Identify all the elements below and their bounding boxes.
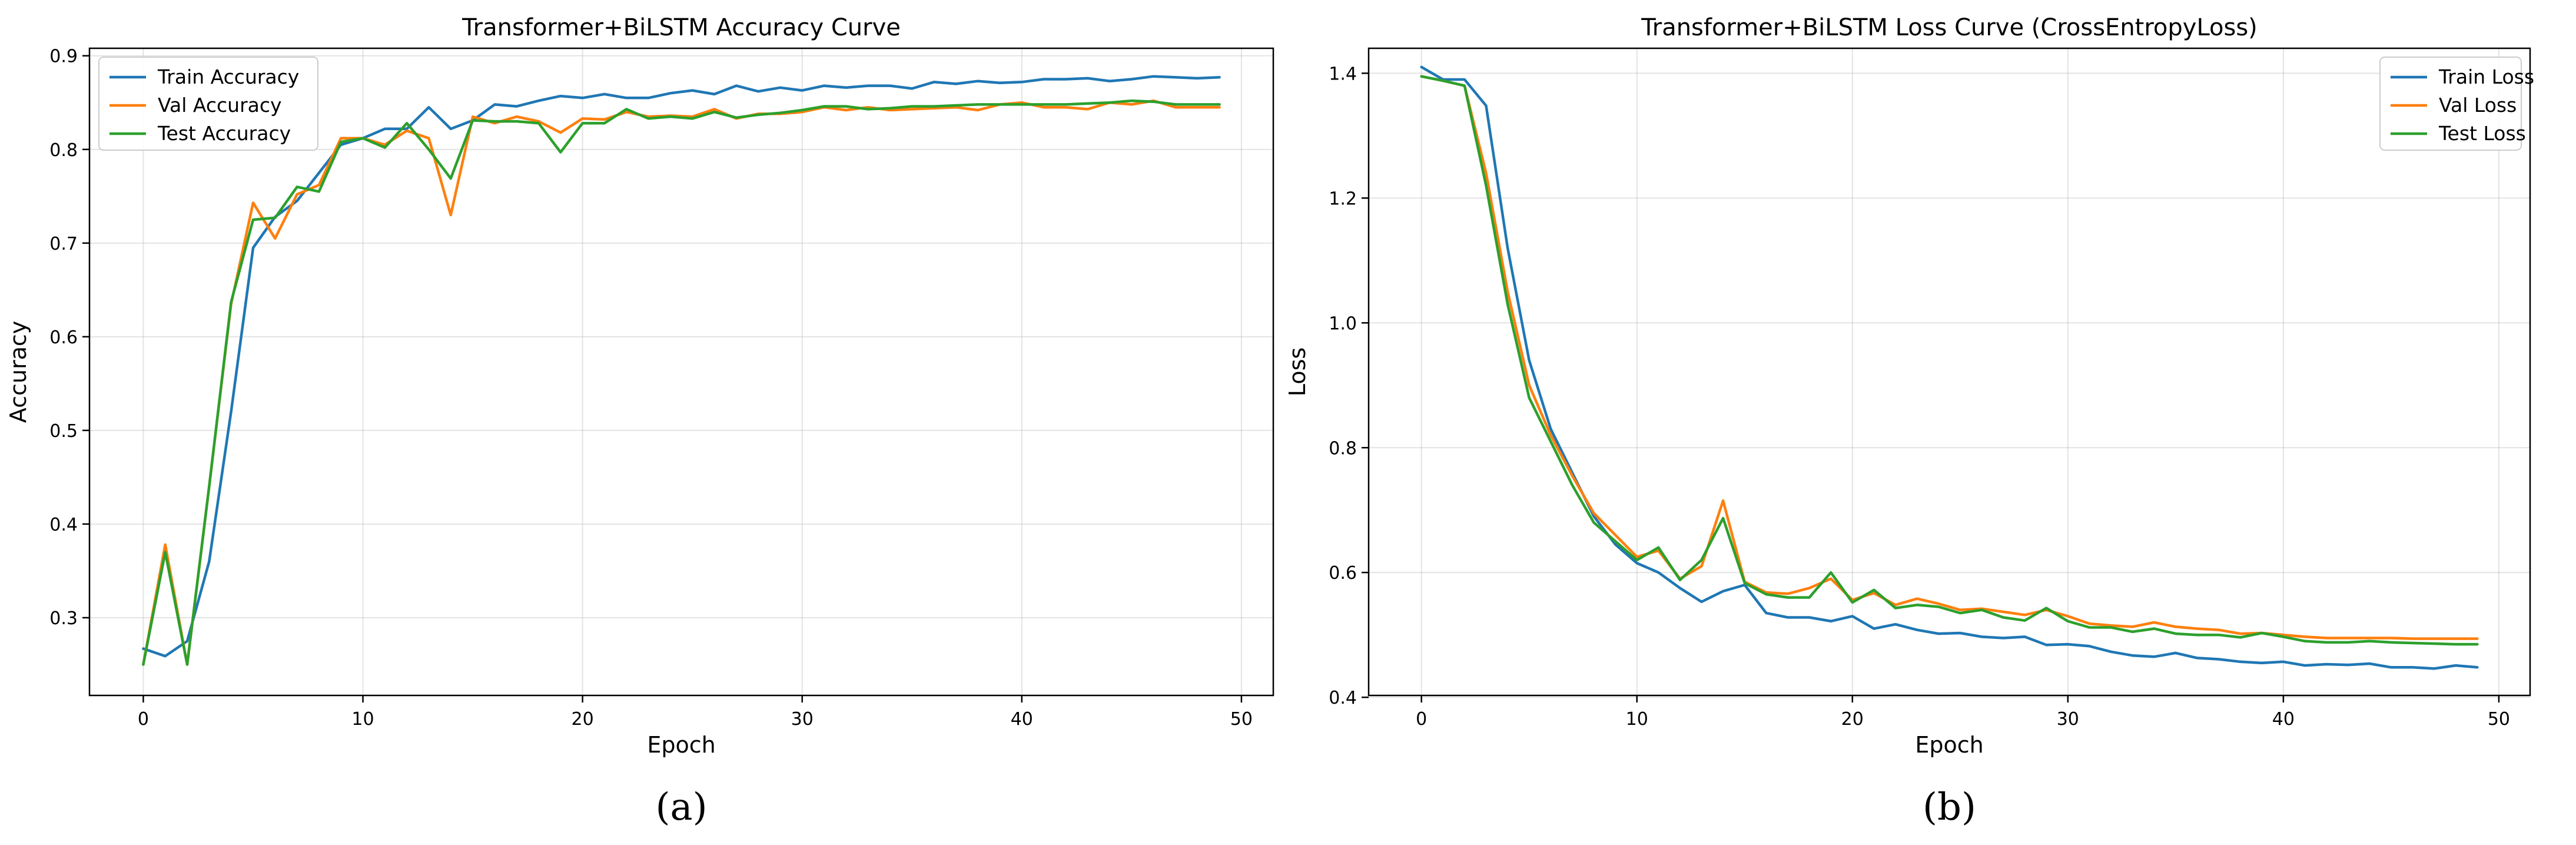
- x-tick-label: 20: [1841, 709, 1864, 730]
- chart-title: Transformer+BiLSTM Accuracy Curve: [462, 14, 901, 41]
- x-axis-label: Epoch: [647, 732, 715, 758]
- x-tick-label: 0: [1416, 709, 1427, 730]
- y-tick-label: 0.8: [1329, 438, 1357, 459]
- series-line-test-accuracy: [142, 99, 1221, 666]
- y-tick-label: 0.6: [1329, 563, 1357, 584]
- legend-entry: Train Accuracy: [157, 65, 299, 88]
- series-line-val-accuracy: [142, 99, 1221, 666]
- y-tick-label: 0.4: [49, 515, 78, 535]
- legend-entry: Test Accuracy: [157, 122, 291, 145]
- plot-frame: [1367, 47, 2531, 697]
- x-tick-label: 50: [1230, 709, 1253, 730]
- series-line-val-loss: [1420, 75, 2479, 640]
- legend: Train Loss Val Loss Test Loss: [2379, 57, 2534, 151]
- x-tick-label: 30: [2057, 709, 2079, 730]
- panel-label: (a): [655, 786, 707, 829]
- x-tick-label: 50: [2488, 709, 2510, 730]
- legend-entry: Test Loss: [2438, 122, 2526, 145]
- x-tick-label: 10: [1626, 709, 1648, 730]
- x-axis-label: Epoch: [1915, 732, 1983, 758]
- legend-entry: Val Loss: [2439, 94, 2517, 117]
- chart-panel-a: 0 10 20 30 40 50 0.3 0.4 0.5 0.6 0.7 0.8 0.9 Transfor…: [5, 14, 1274, 829]
- x-tick-label: 40: [2272, 709, 2295, 730]
- y-axis-label: Loss: [1284, 347, 1310, 396]
- y-axis-label: Accuracy: [5, 321, 31, 423]
- y-tick-label: 1.2: [1329, 188, 1357, 209]
- series-line-train-accuracy: [142, 75, 1221, 658]
- legend-entry: Train Loss: [2438, 65, 2534, 88]
- chart-panel-b: 0 10 20 30 40 50 0.4 0.6 0.8 1.0 1.2 1.4 Transformer…: [1284, 14, 2534, 829]
- y-tick-label: 1.0: [1329, 313, 1357, 334]
- legend: Train Accuracy Val Accuracy Test Accuracy: [98, 57, 318, 151]
- x-tick-label: 20: [572, 709, 594, 730]
- y-tick-label: 0.3: [49, 608, 78, 629]
- plot-frame: [88, 47, 1274, 697]
- y-tick-label: 0.4: [1329, 688, 1357, 708]
- y-tick-label: 1.4: [1329, 64, 1357, 84]
- x-tick-label: 40: [1011, 709, 1033, 730]
- series-line-test-loss: [1420, 75, 2479, 646]
- y-tick-label: 0.6: [49, 327, 78, 348]
- chart-title: Transformer+BiLSTM Loss Curve (CrossEntr…: [1641, 14, 2258, 41]
- y-tick-label: 0.8: [49, 140, 78, 161]
- legend-box: [2379, 57, 2522, 151]
- y-tick-label: 0.5: [49, 421, 78, 442]
- legend-box: [98, 57, 318, 151]
- x-tick-label: 0: [138, 709, 149, 730]
- y-tick-label: 0.9: [49, 47, 78, 67]
- legend-entry: Val Accuracy: [158, 94, 282, 117]
- panel-label: (b): [1923, 786, 1976, 829]
- x-tick-label: 10: [351, 709, 374, 730]
- x-tick-label: 30: [791, 709, 814, 730]
- y-tick-label: 0.7: [49, 234, 78, 254]
- series-line-train-loss: [1420, 65, 2479, 670]
